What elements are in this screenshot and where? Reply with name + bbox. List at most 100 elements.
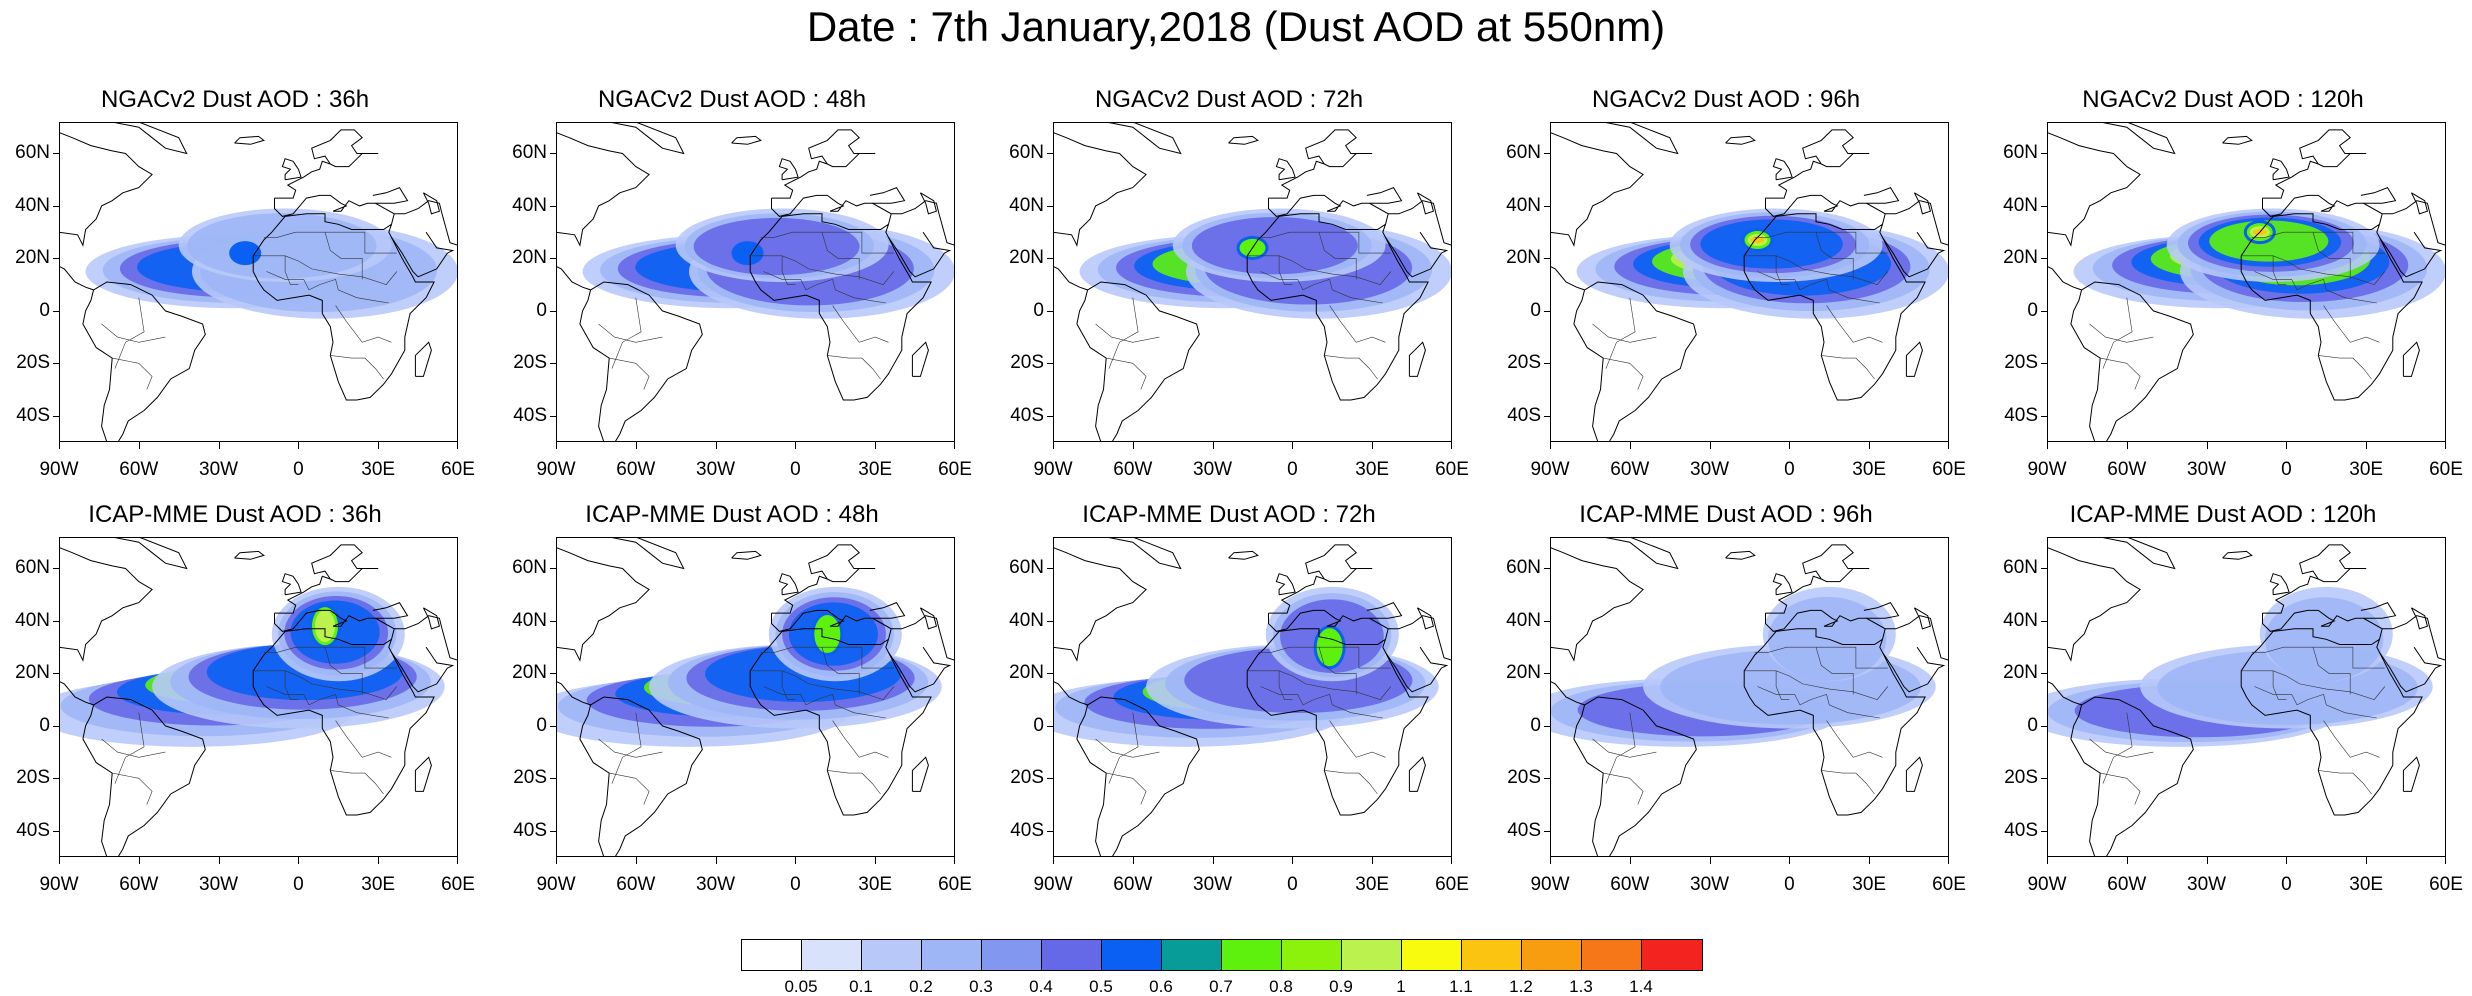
coastline (2269, 573, 2290, 596)
lon-tick-label: 90W (39, 874, 79, 895)
lat-tick (53, 310, 59, 312)
colorbar-swatch (982, 940, 1042, 970)
coastline (104, 122, 188, 155)
lon-tick-label: 30E (858, 459, 893, 480)
country-border (821, 647, 860, 695)
lon-tick (1948, 857, 1949, 864)
lon-tick-label: 60W (2107, 874, 2147, 895)
lon-tick-label: 60W (119, 874, 159, 895)
colorbar-swatch (862, 940, 922, 970)
colorbar-label: 0.05 (784, 977, 818, 996)
lon-tick-label: 0 (293, 874, 304, 895)
country-border (1247, 670, 1392, 700)
lat-tick (550, 205, 556, 207)
lon-tick (635, 857, 637, 864)
panel-title: ICAP-MME Dust AOD : 48h (585, 501, 879, 528)
lon-tick-label: 60E (938, 874, 972, 895)
coastline (869, 601, 906, 619)
coastline (1098, 122, 1182, 155)
lat-tick-label: 40N (2003, 194, 2038, 216)
lon-tick-label: 90W (1530, 874, 1570, 895)
country-border (1744, 255, 1889, 285)
coastline (2047, 265, 2194, 442)
country-border (1095, 738, 1160, 758)
lat-tick-label: 0 (39, 714, 50, 736)
lon-tick-label: 30W (696, 874, 736, 895)
colorbar-label: 0.5 (1089, 977, 1113, 996)
panel-title: ICAP-MME Dust AOD : 72h (1082, 501, 1376, 528)
lon-tick-label: 90W (1530, 459, 1570, 480)
country-border (611, 712, 642, 784)
coastline (2262, 544, 2367, 614)
panel-title: NGACv2 Dust AOD : 48h (597, 86, 867, 113)
lon-tick (2047, 857, 2048, 864)
map-panel: ICAP-MME Dust AOD : 36h 60N 40N 20N 0 20S 40S 9… (0, 501, 475, 898)
country-border (1605, 297, 1636, 369)
lat-tick-label: 40N (512, 609, 547, 631)
lat-tick (53, 205, 59, 207)
country-border (1106, 772, 1147, 805)
lon-tick (1451, 857, 1452, 864)
country-border (832, 720, 889, 758)
lat-tick-label: 0 (1033, 714, 1044, 736)
lat-tick-label: 0 (39, 299, 50, 321)
colorbar-label: 0.7 (1209, 977, 1233, 996)
lon-tick (59, 442, 60, 449)
lat-tick-label: 40S (2004, 404, 2038, 426)
coastline (771, 129, 876, 199)
lat-tick-label: 20N (1009, 247, 1044, 269)
lat-tick (1544, 205, 1550, 207)
lat-tick (2041, 205, 2047, 207)
coastline (2092, 122, 2176, 155)
lon-tick-label: 60W (616, 874, 656, 895)
coastline (919, 607, 938, 630)
coastline (771, 544, 876, 614)
lat-tick-label: 40S (513, 819, 547, 841)
country-border (330, 355, 384, 380)
lat-tick (550, 673, 556, 675)
lon-tick-label: 30E (1852, 874, 1887, 895)
lat-tick-label: 40N (1009, 194, 1044, 216)
coastline (1913, 607, 1932, 630)
country-border (1260, 686, 1383, 719)
country-border (1329, 305, 1386, 343)
country-border (253, 255, 398, 285)
lon-tick-label: 60E (1435, 459, 1469, 480)
lat-tick (53, 778, 59, 780)
lon-tick-label: 60E (2429, 874, 2463, 895)
panel-title: ICAP-MME Dust AOD : 36h (88, 501, 382, 528)
lat-tick (1047, 568, 1053, 570)
coastline (2410, 192, 2429, 215)
lon-tick (954, 857, 955, 864)
lon-tick-label: 90W (39, 459, 79, 480)
lat-tick-label: 60N (512, 142, 547, 164)
coastline (1408, 756, 1426, 792)
lon-tick (2126, 442, 2128, 449)
lat-tick-label: 60N (512, 557, 547, 579)
lon-tick-label: 30W (2187, 874, 2227, 895)
coastline (2047, 132, 2141, 247)
dust-aod-map (2047, 537, 2446, 857)
lat-tick (2041, 568, 2047, 570)
lon-tick (378, 857, 380, 864)
lat-tick-label: 0 (536, 299, 547, 321)
lon-tick-label: 30W (2187, 459, 2227, 480)
lat-tick-label: 40S (16, 819, 50, 841)
lon-tick (1789, 442, 1791, 449)
country-border (335, 305, 392, 343)
lon-tick-label: 90W (536, 874, 576, 895)
coastline (1366, 186, 1403, 204)
lon-tick (795, 857, 797, 864)
country-border (1592, 323, 1657, 343)
coastline (911, 756, 929, 792)
country-border (324, 232, 363, 280)
colorbar-label: 1.2 (1509, 977, 1533, 996)
dust-aod-map (1053, 537, 1452, 857)
lat-tick (53, 830, 59, 832)
coastline (888, 646, 952, 693)
coastline (1098, 537, 1182, 570)
colorbar-swatch (802, 940, 862, 970)
lon-tick (2206, 442, 2208, 449)
country-border (2323, 720, 2380, 758)
lon-tick-label: 0 (2281, 459, 2292, 480)
